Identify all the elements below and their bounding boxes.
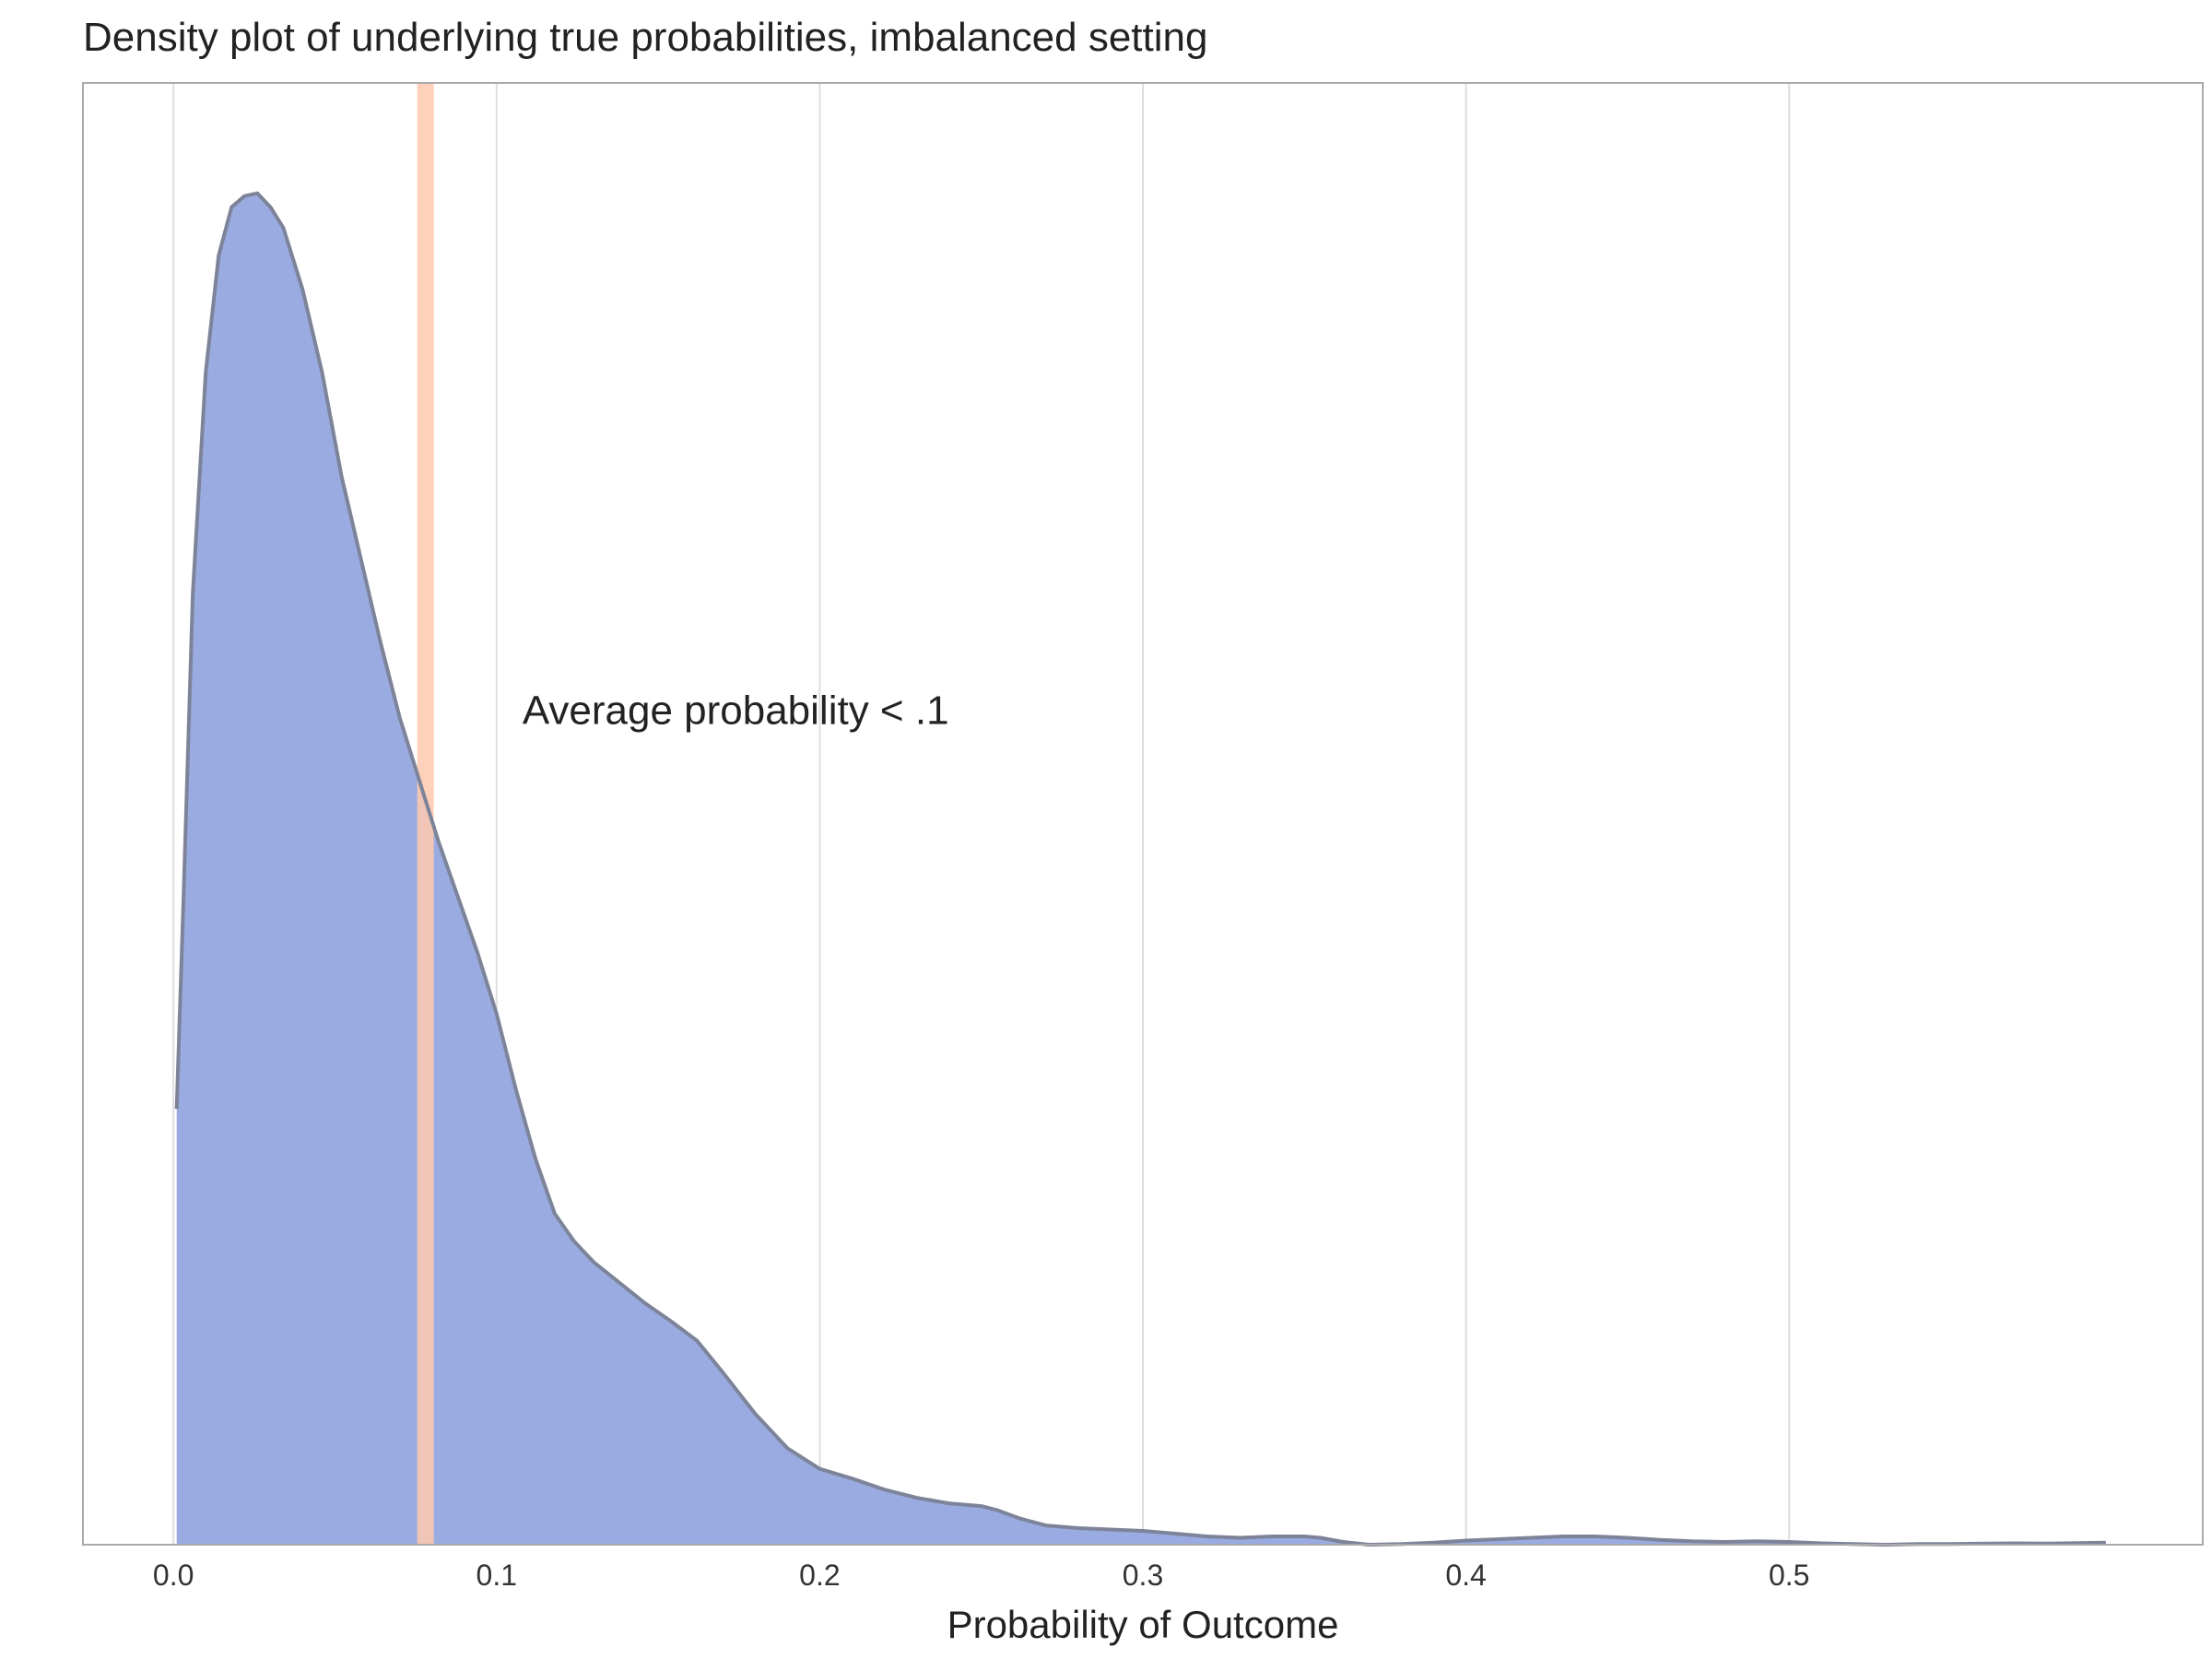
x-tick-label: 0.1 — [477, 1559, 517, 1592]
x-tick-label: 0.2 — [799, 1559, 840, 1592]
x-axis-ticks: 0.0 0.1 0.2 0.3 0.4 0.5 — [153, 1559, 1810, 1592]
density-line — [174, 191, 2106, 1547]
plot-panel-border — [82, 82, 2204, 1546]
x-tick-label: 0.4 — [1445, 1559, 1486, 1592]
x-tick-label: 0.5 — [1769, 1559, 1809, 1592]
x-tick-label: 0.0 — [153, 1559, 194, 1592]
x-tick-label: 0.3 — [1123, 1559, 1163, 1592]
mean-line — [417, 83, 434, 1545]
x-axis-label: Probability of Outcome — [947, 1603, 1339, 1646]
mean-annotation: Average probability < .1 — [523, 688, 949, 734]
plot-marks — [174, 83, 2106, 1547]
chart-title: Density plot of underlying true probabil… — [83, 15, 1207, 60]
density-area — [176, 193, 2106, 1546]
x-gridlines — [172, 83, 1791, 1545]
